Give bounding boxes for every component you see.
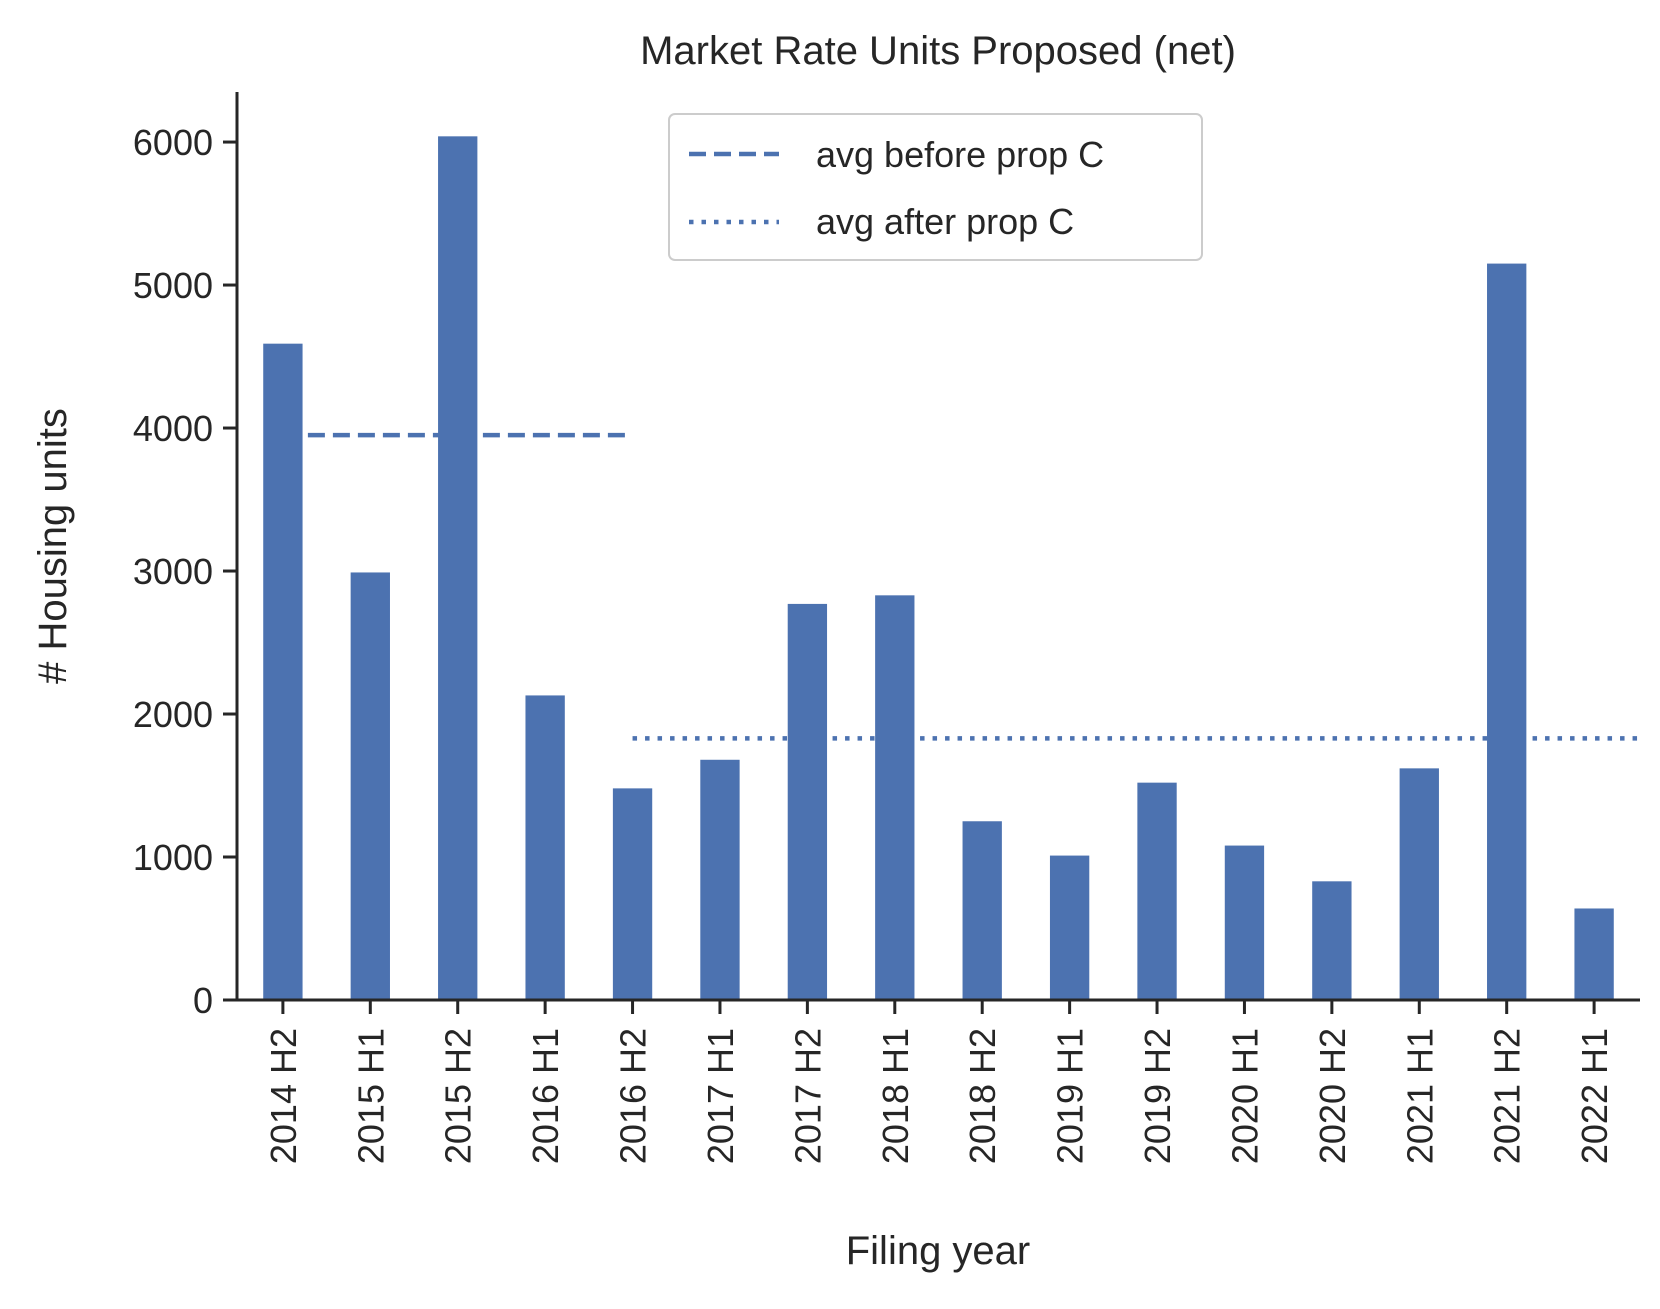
x-axis-ticks: 2014 H2 2015 H1 2015 H2 2016 H1 2016 H2 2017 … xyxy=(263,1000,1615,1164)
x-tick-label-2019-h2: 2019 H2 xyxy=(1137,1028,1178,1164)
bar-2017-h1 xyxy=(700,759,740,1000)
x-tick-label-2021-h1: 2021 H1 xyxy=(1399,1028,1440,1164)
y-axis-ticks: 0 1000 2000 3000 4000 5000 6000 xyxy=(133,122,237,1021)
legend-label-avg-after: avg after prop C xyxy=(816,201,1074,242)
bar-2019-h2 xyxy=(1137,782,1177,1000)
legend: avg before prop C avg after prop C xyxy=(668,113,1203,261)
bar-2015-h2 xyxy=(438,136,478,1000)
x-tick-label-2021-h2: 2021 H2 xyxy=(1487,1028,1528,1164)
y-tick-label-3000: 3000 xyxy=(133,551,213,592)
bar-2020-h1 xyxy=(1224,845,1265,1000)
x-tick-label-2020-h1: 2020 H1 xyxy=(1224,1028,1265,1164)
x-tick-label-2019-h1: 2019 H1 xyxy=(1050,1028,1091,1164)
x-tick-label-2016-h2: 2016 H2 xyxy=(613,1028,654,1164)
bars-group xyxy=(263,136,1614,1000)
reference-lines-group xyxy=(282,432,1640,741)
y-axis-label: # Housing units xyxy=(31,408,75,684)
bar-2014-h2 xyxy=(263,343,303,1000)
x-tick-label-2016-h1: 2016 H1 xyxy=(525,1028,566,1164)
x-axis-label: Filing year xyxy=(846,1229,1031,1273)
bar-2017-h2 xyxy=(787,603,828,1000)
legend-label-avg-before: avg before prop C xyxy=(816,134,1104,175)
bar-2021-h2 xyxy=(1487,263,1527,1000)
x-tick-label-2018-h2: 2018 H2 xyxy=(962,1028,1003,1164)
bar-2021-h1 xyxy=(1399,768,1439,1000)
bar-2015-h1 xyxy=(350,572,390,1000)
legend-box xyxy=(668,113,1203,261)
bar-2022-h1 xyxy=(1574,908,1614,1000)
x-tick-label-2015-h1: 2015 H1 xyxy=(350,1028,391,1164)
x-tick-label-2018-h1: 2018 H1 xyxy=(875,1028,916,1164)
y-tick-label-5000: 5000 xyxy=(133,265,213,306)
y-tick-label-4000: 4000 xyxy=(133,408,213,449)
x-tick-label-2017-h1: 2017 H1 xyxy=(700,1028,741,1164)
chart-title: Market Rate Units Proposed (net) xyxy=(640,29,1236,73)
bar-2020-h2 xyxy=(1312,881,1352,1000)
y-tick-label-0: 0 xyxy=(193,980,213,1021)
y-tick-label-1000: 1000 xyxy=(133,837,213,878)
x-tick-label-2022-h1: 2022 H1 xyxy=(1574,1028,1615,1164)
bar-2016-h2 xyxy=(612,788,653,1000)
y-tick-label-6000: 6000 xyxy=(133,122,213,163)
bar-2018-h2 xyxy=(962,821,1002,1000)
x-tick-label-2014-h2: 2014 H2 xyxy=(263,1028,304,1164)
y-tick-label-2000: 2000 xyxy=(133,694,213,735)
x-tick-label-2017-h2: 2017 H2 xyxy=(787,1028,828,1164)
x-tick-label-2020-h2: 2020 H2 xyxy=(1312,1028,1353,1164)
bar-2019-h1 xyxy=(1049,855,1090,1000)
bar-2016-h1 xyxy=(525,695,565,1000)
bar-2018-h1 xyxy=(875,595,915,1000)
x-tick-label-2015-h2: 2015 H2 xyxy=(438,1028,479,1164)
